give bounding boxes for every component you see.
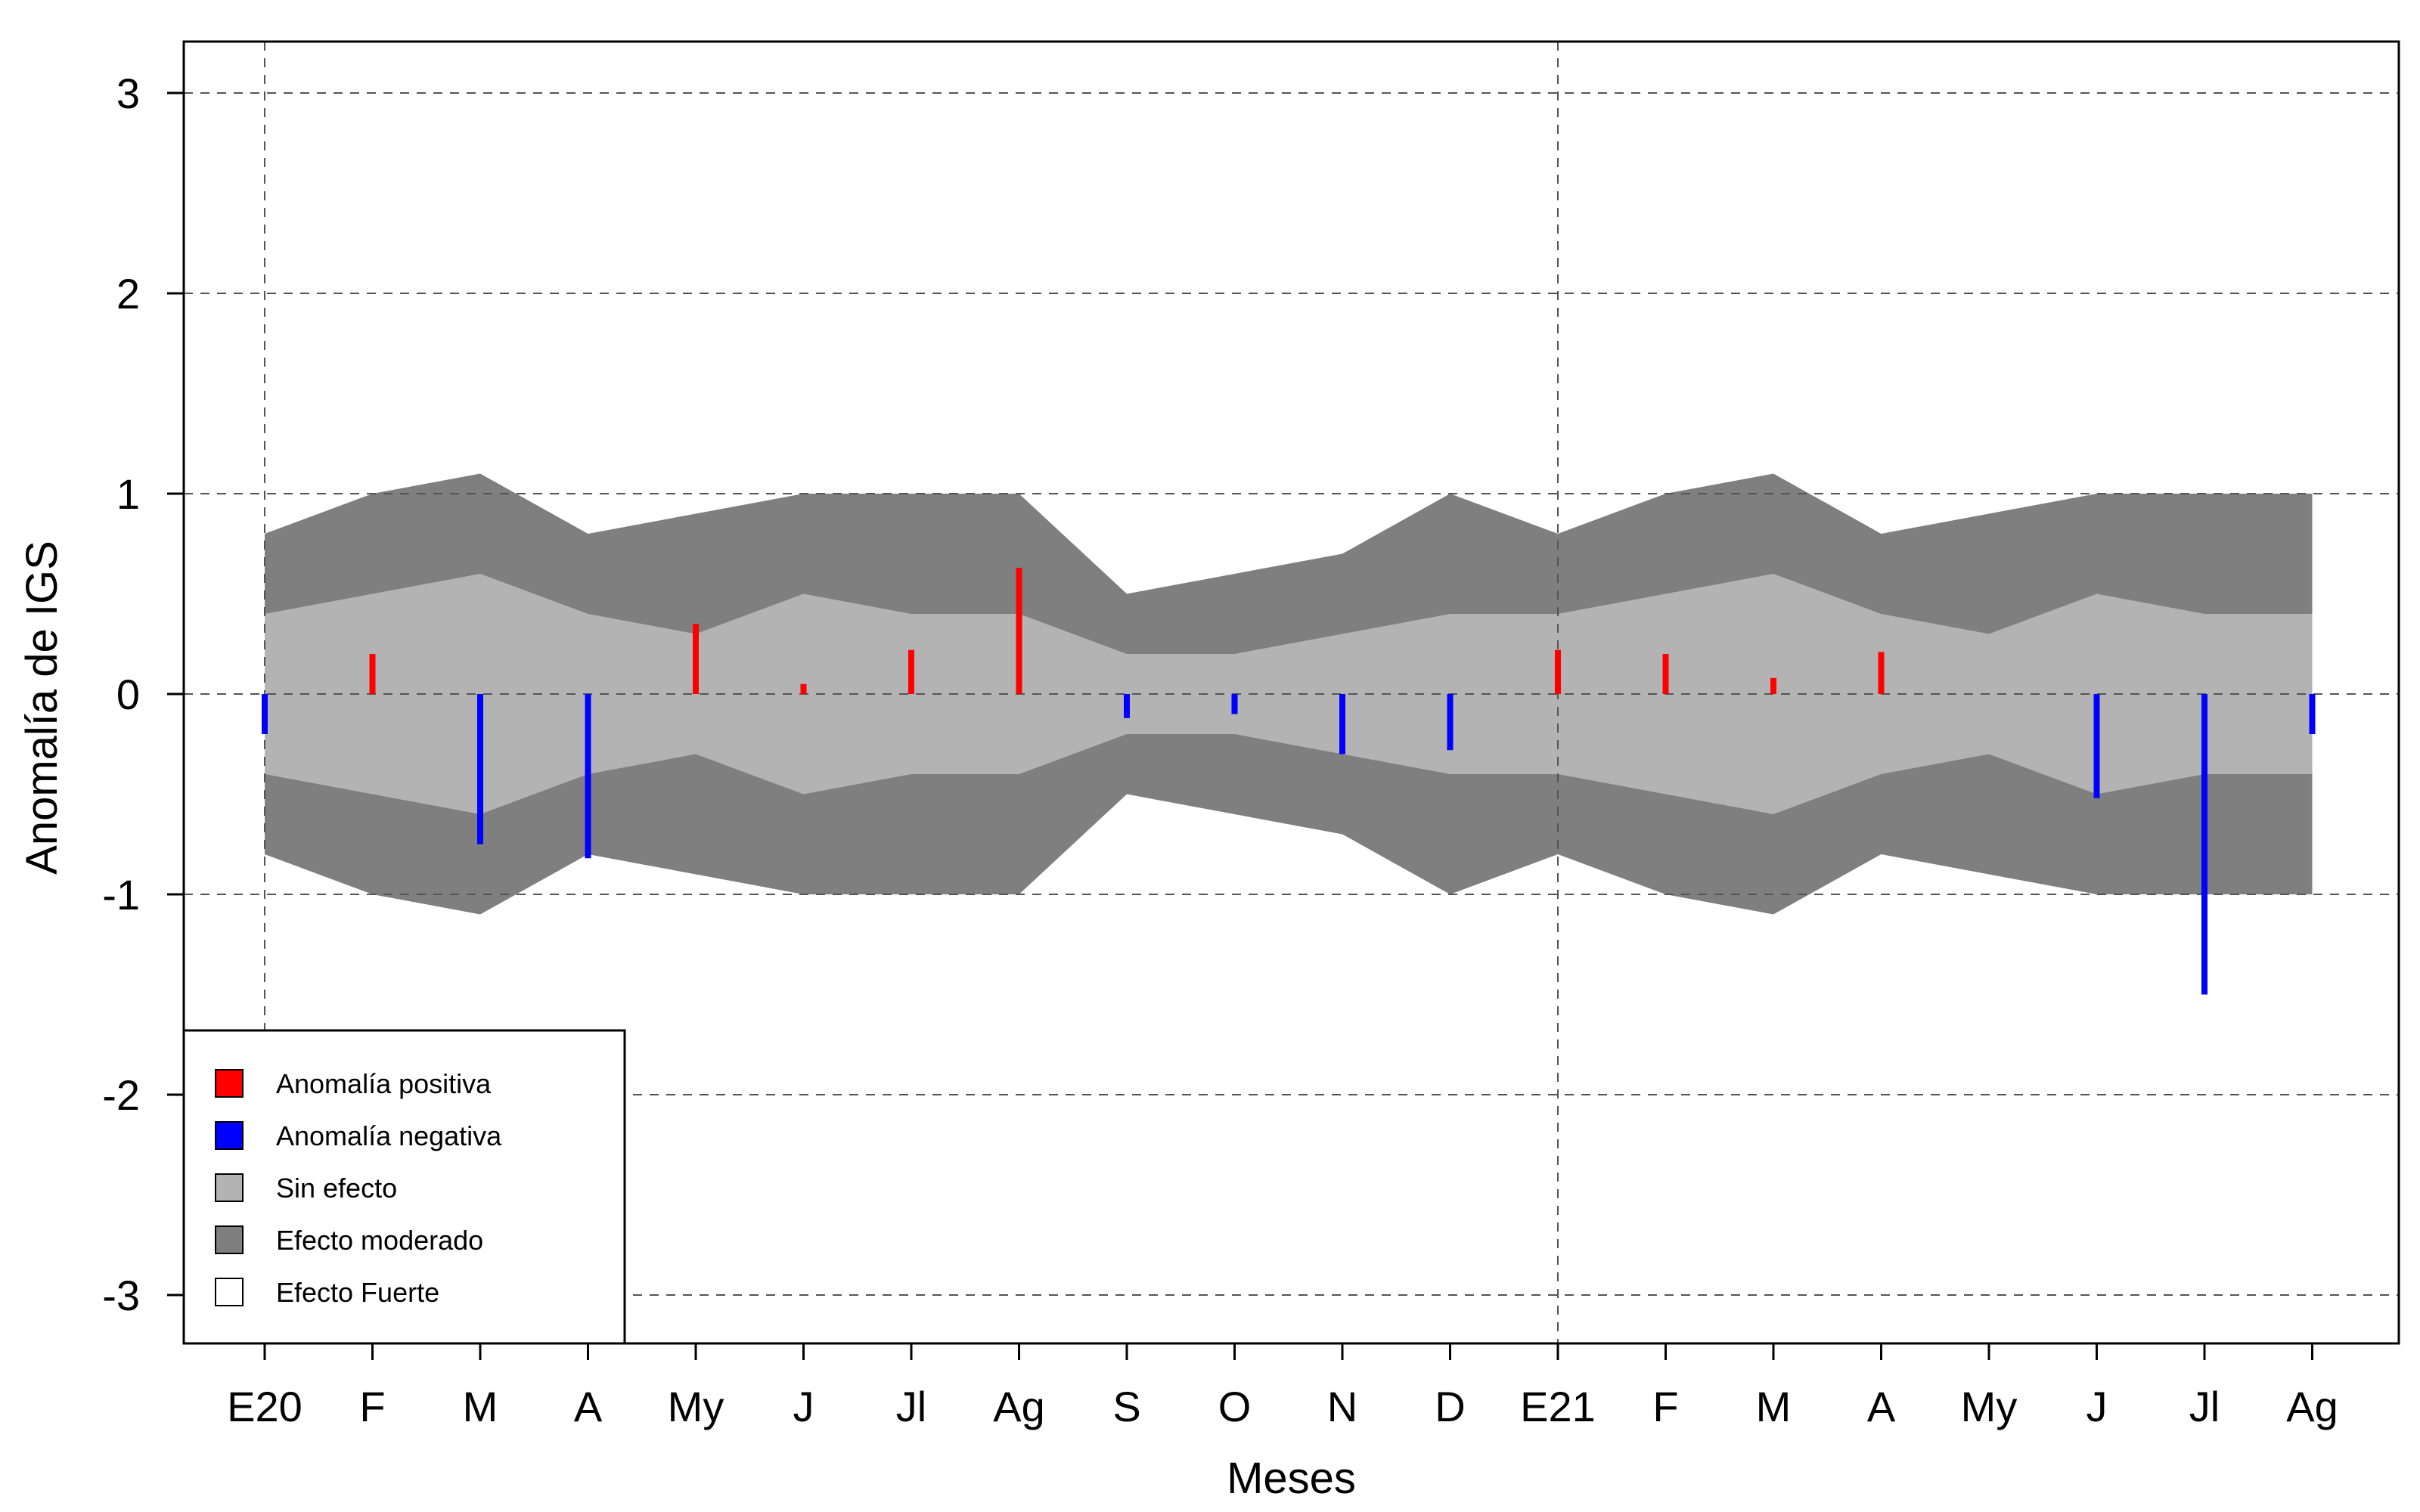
x-tick-label: O [1218, 1383, 1252, 1430]
x-tick-label: F [359, 1383, 385, 1430]
x-tick-label: Jl [896, 1383, 926, 1430]
y-tick-label: -2 [102, 1071, 140, 1119]
x-tick-label: E20 [227, 1383, 302, 1430]
y-axis: -3 -2 -1 0 1 2 3 [102, 70, 184, 1319]
legend: Anomalía positiva Anomalía negativa Sin ef… [182, 1029, 626, 1345]
x-tick-label: F [1652, 1383, 1678, 1430]
legend-swatch [215, 1069, 244, 1098]
legend-swatch [215, 1121, 244, 1150]
y-tick-label: 1 [116, 470, 140, 518]
x-tick-label: M [463, 1383, 498, 1430]
x-axis: E20 F M A My J Jl Ag S O N D E21 F M A My J Jl Ag [227, 1343, 2338, 1430]
x-tick-label: M [1756, 1383, 1792, 1430]
y-axis-title: Anomalía de IGS [17, 541, 67, 875]
legend-label: Efecto moderado [276, 1225, 483, 1256]
x-tick-label: My [668, 1383, 724, 1430]
x-tick-label: My [1961, 1383, 2018, 1430]
x-tick-label: A [574, 1383, 603, 1430]
y-tick-label: 2 [116, 270, 140, 318]
plot-frame [182, 40, 2400, 1345]
y-tick-label: -3 [102, 1272, 140, 1319]
x-axis-title: Meses [1227, 1454, 1356, 1503]
y-tick-label: 3 [116, 70, 140, 117]
legend-label: Sin efecto [276, 1173, 397, 1204]
anomaly-bars [262, 568, 2316, 995]
x-tick-label: J [793, 1383, 814, 1430]
x-tick-label: Ag [2286, 1383, 2338, 1430]
x-tick-label: Jl [2189, 1383, 2220, 1430]
legend-swatch [215, 1225, 244, 1254]
legend-box [182, 1029, 626, 1345]
y-tick-label: -1 [102, 871, 140, 919]
x-tick-label: N [1327, 1383, 1357, 1430]
legend-label: Anomalía positiva [276, 1068, 492, 1099]
legend-swatch [215, 1278, 244, 1306]
x-tick-label: Ag [993, 1383, 1045, 1430]
y-tick-label: 0 [116, 671, 140, 718]
legend-swatch [215, 1173, 244, 1202]
legend-label: Efecto Fuerte [276, 1277, 439, 1308]
x-tick-label: A [1867, 1383, 1896, 1430]
x-tick-label: D [1435, 1383, 1465, 1430]
x-tick-label: E21 [1520, 1383, 1596, 1430]
x-tick-label: S [1112, 1383, 1140, 1430]
legend-label: Anomalía negativa [276, 1120, 502, 1151]
x-tick-label: J [2086, 1383, 2108, 1430]
